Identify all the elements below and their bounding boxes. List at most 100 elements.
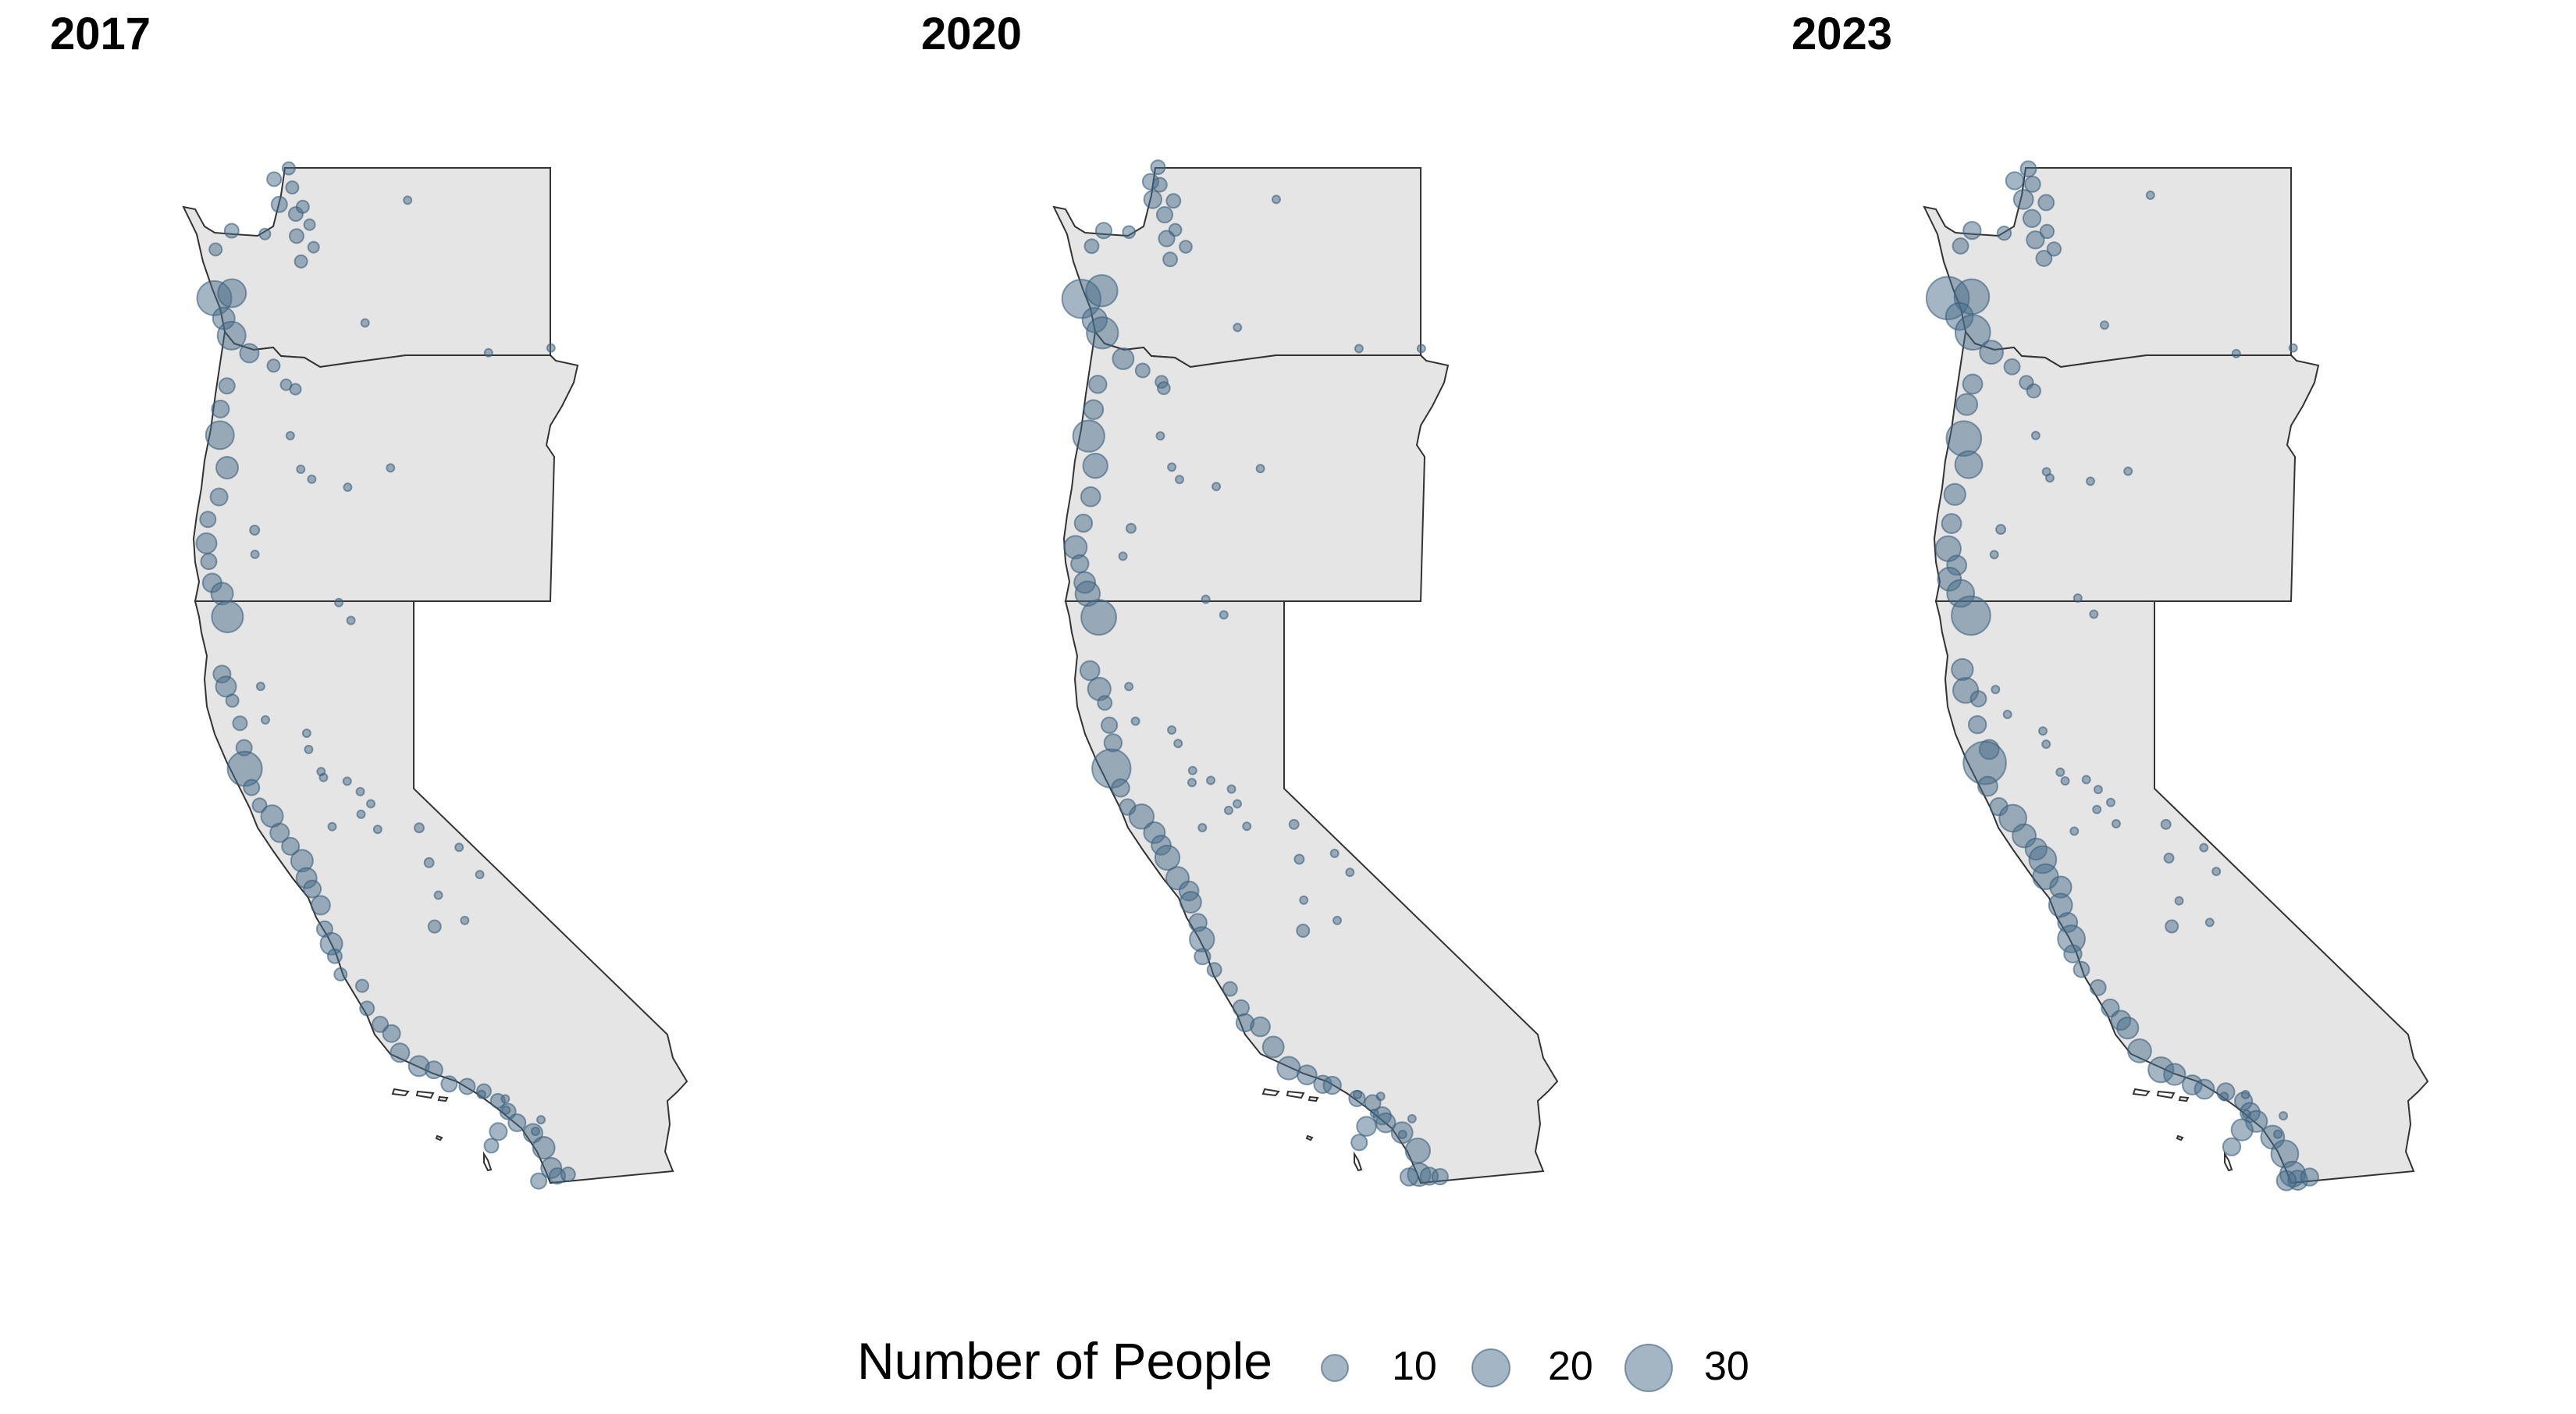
map-point [2163,853,2175,864]
map-panels [183,159,2428,1191]
map-point [1128,803,1155,830]
map-point [2022,208,2042,228]
map-point [2300,1167,2319,1187]
map-point [2041,739,2051,750]
map-point [1197,822,1208,832]
map-point [1233,799,1243,809]
map-point [303,879,322,899]
map-point [200,553,218,571]
map-point [1261,1035,1285,1059]
map-point [536,1115,546,1125]
map-point [1969,690,1987,707]
map-point [209,487,229,507]
map-point [1979,340,2004,365]
map-point [460,915,470,925]
map-point [546,343,556,353]
map-point [1080,486,1101,508]
map-point [269,822,290,843]
map-point [1952,237,1969,255]
map-point [458,1077,476,1095]
map-point [326,948,343,964]
map-point [270,195,288,213]
panel-title-1: 2017 [50,9,151,59]
channel-islands [1262,1088,1362,1171]
map-point [1173,739,1183,749]
map-point [1954,314,1991,351]
map-point [1375,1092,1386,1102]
map-point [1995,524,2007,536]
map-point [2038,726,2048,736]
map-point [1345,867,1355,878]
map-point [354,978,369,993]
map-point [2060,776,2070,786]
map-point [1212,482,1222,492]
map-point [1073,513,1094,533]
legend-label-10: 10 [1392,1344,1437,1389]
map-point [501,1105,511,1115]
map-point [225,693,240,708]
map-point [2116,1016,2140,1040]
map-point [475,870,485,880]
map-point [266,171,283,187]
map-point [2211,867,2222,877]
legend-title: Number of People [857,1332,1272,1390]
map-point [2163,1063,2186,1086]
map-point [1288,818,1300,830]
map-point [205,420,235,451]
map-point [307,474,317,484]
map-point [2194,1078,2215,1100]
map-point [1101,716,1119,734]
map-point [285,431,295,441]
map-point [2240,1089,2250,1099]
map-point [2127,1038,2152,1063]
map-point [2093,785,2103,795]
map-point [2089,978,2107,996]
map-point [1082,452,1108,479]
map-point [2026,383,2041,399]
map-point [1167,725,1177,735]
map-point [318,772,329,782]
map-point [195,532,218,554]
map-point [1086,316,1119,350]
map-point [1962,373,1984,395]
map-point [1431,1167,1449,1186]
map-point [1206,775,1216,785]
map-point [1356,1116,1377,1137]
map-point [1350,1134,1368,1152]
map-point [1407,1113,1417,1124]
map-point [2199,842,2209,853]
map-point [1130,716,1140,726]
map-point [1151,176,1168,193]
map-point [2035,250,2053,267]
map-point [2089,609,2099,619]
map-point [1097,695,1113,711]
map-point [1070,554,1090,574]
map-point [1155,431,1165,441]
map-panel-2 [1053,159,1558,1188]
map-point [382,1024,401,1043]
map-point [1080,599,1117,636]
map-point [2030,430,2041,440]
map-point [301,728,311,739]
map-point [2005,171,2025,191]
map-point [2003,358,2021,376]
map-point [1941,513,1962,534]
map-point [414,822,425,834]
state-outlines [183,167,688,1184]
map-point [1079,660,1101,682]
map-point [2145,191,2155,201]
map-point [1226,784,1236,794]
map-point [2069,826,2080,836]
map-point [1189,926,1215,953]
map-point [2046,241,2062,257]
map-point [215,675,237,698]
map-point [1299,895,1309,905]
map-point [1255,464,1265,474]
map-point [1165,193,1182,209]
map-point [1194,948,1212,966]
map-point [390,1042,411,1063]
map-point [1085,274,1119,308]
map-panel-3 [1923,160,2428,1191]
map-point [1399,1167,1419,1187]
map-point [1945,420,1983,457]
